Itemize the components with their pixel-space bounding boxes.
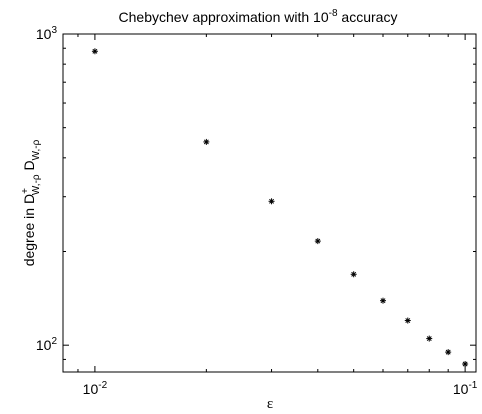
ylabel-sub2: W,-ρ	[31, 139, 42, 160]
x-tick-label: 10-2	[83, 380, 108, 397]
x-tick-label: 10-1	[453, 380, 478, 397]
ylabel-sup: +	[20, 188, 31, 194]
svg-text:Chebychev approximation with 1: Chebychev approximation with 10-8 accura…	[119, 8, 398, 25]
ylabel-mid: D	[21, 160, 37, 174]
svg-text:degree in D+W,-ρ DW,-ρ: degree in D+W,-ρ DW,-ρ	[20, 139, 42, 266]
data-point	[203, 138, 210, 145]
title-text: Chebychev approximation with 10	[119, 9, 329, 25]
data-point	[445, 349, 452, 356]
y-tick-label-base: 10	[36, 26, 52, 42]
ylabel-sub1: W,-ρ	[31, 174, 42, 195]
data-point	[91, 48, 98, 55]
y-tick-label: 102	[36, 336, 58, 353]
x-tick-label-base: 10	[83, 381, 99, 397]
y-tick-label-exp: 2	[51, 336, 57, 347]
data-point	[379, 297, 386, 304]
title-exponent: -8	[329, 8, 338, 19]
title-suffix: accuracy	[338, 9, 398, 25]
x-tick-label-exp: -2	[98, 380, 107, 391]
y-axis-label: degree in D+W,-ρ DW,-ρ	[20, 139, 42, 266]
data-point	[314, 238, 321, 245]
y-tick-label-exp: 3	[51, 25, 57, 36]
data-points	[91, 48, 469, 368]
axis-ticks	[63, 33, 476, 372]
plot-area	[62, 33, 477, 373]
x-axis-label: ε	[267, 396, 273, 412]
data-point	[462, 361, 469, 368]
y-tick-label: 103	[36, 25, 58, 42]
data-point	[404, 317, 411, 324]
data-point	[268, 198, 275, 205]
chart-title: Chebychev approximation with 10-8 accura…	[119, 8, 398, 25]
x-tick-label-exp: -1	[468, 380, 477, 391]
data-point	[350, 271, 357, 278]
y-tick-label-base: 10	[36, 337, 52, 353]
data-point	[426, 335, 433, 342]
ylabel-prefix: degree in D	[21, 194, 37, 266]
x-tick-label-base: 10	[453, 381, 469, 397]
